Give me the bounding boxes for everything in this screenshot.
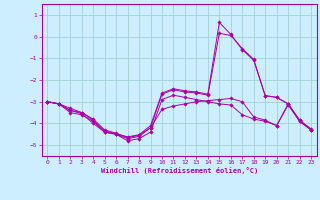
X-axis label: Windchill (Refroidissement éolien,°C): Windchill (Refroidissement éolien,°C) [100, 167, 258, 174]
